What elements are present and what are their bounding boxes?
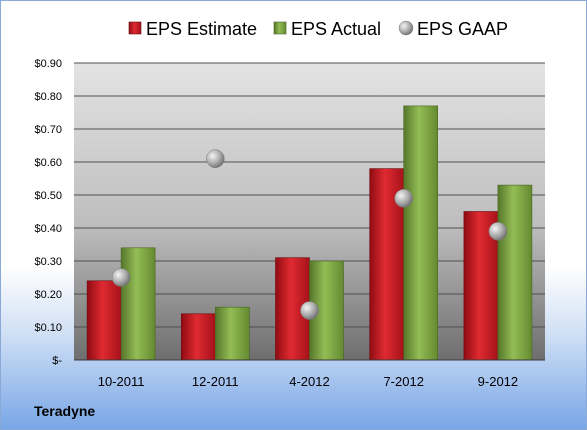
legend-gaap-swatch bbox=[398, 20, 414, 36]
y-tick-label: $0.40 bbox=[34, 223, 62, 235]
y-tick-label: $0.30 bbox=[34, 256, 62, 268]
axes: $- $0.10 $0.20 $0.30 $0.40 $0.50 $0.60 $0.70 $0.… bbox=[34, 58, 545, 389]
legend-actual-swatch bbox=[273, 21, 287, 35]
y-tick-label: $0.70 bbox=[34, 124, 62, 136]
x-tick-label: 10-2011 bbox=[98, 374, 145, 389]
x-tick-label: 7-2012 bbox=[383, 374, 423, 389]
y-tick-label: $0.20 bbox=[34, 289, 62, 301]
eps-estimate-bar bbox=[86, 280, 122, 361]
eps-gaap-marker bbox=[394, 189, 413, 208]
eps-estimate-bar bbox=[463, 211, 499, 361]
eps-gaap-marker bbox=[300, 301, 319, 320]
y-tick-label: $0.90 bbox=[34, 58, 62, 70]
y-tick-label: $- bbox=[52, 355, 62, 367]
bars bbox=[86, 105, 533, 361]
gaap-markers bbox=[111, 149, 508, 320]
eps-gaap-marker bbox=[111, 268, 131, 287]
eps-actual-bar bbox=[497, 184, 533, 361]
x-tick-label: 9-2012 bbox=[478, 374, 518, 389]
eps-actual-bar bbox=[403, 105, 439, 361]
legend-label: EPS Estimate bbox=[146, 19, 257, 39]
y-tick-label: $0.60 bbox=[34, 157, 62, 169]
eps-gaap-marker bbox=[488, 222, 508, 241]
x-tick-label: 4-2012 bbox=[289, 374, 329, 389]
company-name: Teradyne bbox=[34, 403, 96, 419]
y-tick-label: $0.50 bbox=[34, 190, 62, 202]
y-tick-label: $0.10 bbox=[34, 322, 62, 334]
eps-actual-bar bbox=[215, 306, 250, 361]
legend: EPS Estimate EPS Actual EPS GAAP bbox=[128, 19, 508, 39]
x-tick-label: 12-2011 bbox=[192, 374, 239, 389]
eps-estimate-bar bbox=[181, 313, 216, 361]
eps-gaap-marker bbox=[206, 149, 225, 168]
legend-label: EPS Actual bbox=[291, 19, 381, 39]
y-tick-label: $0.80 bbox=[34, 91, 62, 103]
legend-estimate-swatch bbox=[128, 21, 142, 35]
legend-label: EPS GAAP bbox=[417, 19, 508, 39]
eps-actual-bar bbox=[120, 247, 156, 361]
